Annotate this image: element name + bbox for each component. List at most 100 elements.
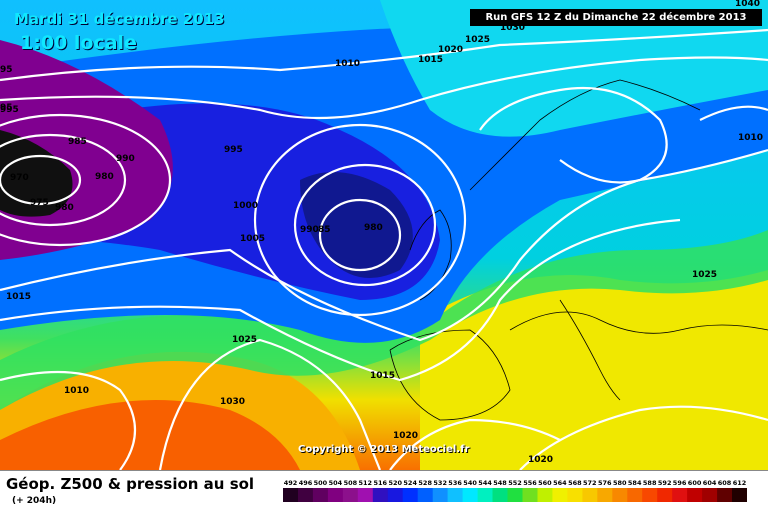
scale-tick-label: 612 xyxy=(733,479,747,487)
scale-swatch xyxy=(537,488,553,502)
isobar-label: 985 xyxy=(68,137,87,147)
scale-swatch xyxy=(387,488,404,502)
scale-tick-label: 560 xyxy=(538,479,552,487)
scale-tick-label: 588 xyxy=(643,479,657,487)
scale-swatch xyxy=(597,488,613,502)
isobar-ring-4 xyxy=(318,198,402,272)
scale-swatch xyxy=(522,488,538,502)
isobar-line-5 xyxy=(158,338,382,470)
scale-tick-label: 584 xyxy=(628,479,642,487)
isobar-label: 980 xyxy=(364,223,383,233)
scale-tick-label: 548 xyxy=(493,479,507,487)
isobar-ring-2 xyxy=(0,133,127,227)
scale-swatch xyxy=(687,488,703,502)
isobar-line-9 xyxy=(519,405,768,470)
scale-swatch xyxy=(552,488,568,502)
scale-tick-label: 580 xyxy=(613,479,627,487)
scale-swatch xyxy=(567,488,583,502)
scale-tick-label: 504 xyxy=(329,479,343,487)
scale-swatch xyxy=(342,488,359,502)
scale-swatch xyxy=(507,488,523,502)
isobar-ring-3 xyxy=(0,113,172,247)
isobar-label: 1015 xyxy=(418,55,443,65)
isobar-label: 990 xyxy=(300,225,319,235)
isobar-label: 1015 xyxy=(6,292,31,302)
low-core-center xyxy=(300,172,413,278)
z500-pressure-map: 1010 1015 1020 1025 1010 995 985 990 970… xyxy=(0,0,768,470)
isobar-label: 980 xyxy=(55,203,74,213)
isobar-line-4 xyxy=(0,218,681,382)
scale-swatch xyxy=(732,488,747,502)
isobar-label: 970 xyxy=(10,173,29,183)
scale-swatch xyxy=(657,488,673,502)
isobar-line-6 xyxy=(0,370,137,470)
isobar-ring-1 xyxy=(0,154,82,206)
local-time: 1:00 locale xyxy=(20,32,137,54)
isobar-label: 95 xyxy=(0,65,13,75)
scale-swatch xyxy=(717,488,733,502)
isobar-label: 995 xyxy=(224,145,243,155)
isobar-label: 1010 xyxy=(738,133,763,143)
scale-tick-label: 576 xyxy=(598,479,612,487)
green-band xyxy=(0,230,768,410)
cyan-north xyxy=(380,0,768,137)
scale-tick-label: 608 xyxy=(718,479,732,487)
scale-swatch xyxy=(492,488,508,502)
coast-italy xyxy=(559,299,621,401)
scale-tick-label: 528 xyxy=(418,479,432,487)
forecast-date: Mardi 31 décembre 2013 xyxy=(14,10,225,28)
scale-tick-label: 556 xyxy=(523,479,537,487)
isobar-label: 1040 xyxy=(735,0,760,9)
isobar-label: 1025 xyxy=(692,270,717,280)
scale-tick-label: 520 xyxy=(389,479,403,487)
isobar-ring-6 xyxy=(253,123,467,317)
scale-swatch xyxy=(283,488,299,502)
isobar-line-8 xyxy=(699,105,768,121)
scale-swatch xyxy=(327,488,344,502)
scale-swatch xyxy=(417,488,434,502)
scale-swatch xyxy=(432,488,449,502)
isobars xyxy=(0,28,768,470)
coast-scandinavia xyxy=(469,79,701,191)
scale-tick-label: 512 xyxy=(359,479,373,487)
isobar-label: 95 xyxy=(0,103,13,113)
scale-swatch xyxy=(477,488,494,502)
scale-tick-label: 604 xyxy=(703,479,717,487)
scale-tick-label: 596 xyxy=(673,479,687,487)
isobar-label: 1000 xyxy=(233,201,258,211)
scale-tick-label: 564 xyxy=(553,479,567,487)
copyright-notice: Copyright © 2013 Meteociel.fr xyxy=(298,444,470,455)
color-scale: 492 496 500 504 508 512 516 520 524 528 532 536 540 5… xyxy=(283,479,747,502)
coastlines xyxy=(389,79,768,421)
scale-tick-label: 592 xyxy=(658,479,672,487)
isobar-line-2 xyxy=(0,28,768,82)
hot-zone-southwest xyxy=(0,400,300,470)
coast-mediterranean xyxy=(509,311,768,334)
isobar-label: 1010 xyxy=(335,59,360,69)
isobar-label: 995 xyxy=(0,105,19,115)
isobar-label: 980 xyxy=(95,172,114,182)
scale-tick-label: 544 xyxy=(478,479,492,487)
scale-tick-label: 532 xyxy=(433,479,447,487)
scale-tick-label: 600 xyxy=(688,479,702,487)
isobar-label: 85 xyxy=(318,225,331,235)
field-title: Géop. Z500 & pression au sol xyxy=(6,475,255,493)
scale-swatch xyxy=(627,488,643,502)
scale-swatch xyxy=(402,488,419,502)
isobar-label: 1015 xyxy=(370,371,395,381)
isobar-label: 1020 xyxy=(528,455,553,465)
isobar-label-group: 1010 1015 1020 1025 1010 995 985 990 970… xyxy=(0,0,763,465)
scale-swatch xyxy=(357,488,374,502)
scale-swatch xyxy=(462,488,479,502)
scale-swatch xyxy=(582,488,598,502)
scale-tick-label: 524 xyxy=(403,479,417,487)
scale-swatch xyxy=(702,488,718,502)
warm-zone-southeast xyxy=(420,270,768,470)
isobar-label: 1020 xyxy=(438,45,463,55)
isobar-label: 1005 xyxy=(240,234,265,244)
scale-tick-label: 508 xyxy=(344,479,358,487)
scale-tick-label: 536 xyxy=(448,479,462,487)
scale-tick-label: 500 xyxy=(314,479,328,487)
dark-core-west xyxy=(0,130,73,217)
